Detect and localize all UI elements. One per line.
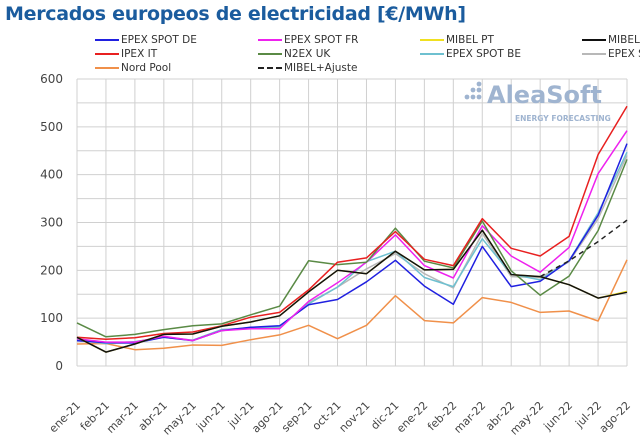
series-line-epex-spot-nl [76,155,628,345]
watermark-dot [476,87,482,93]
legend-swatch [95,53,119,55]
x-tick-label: ago-21 [249,399,286,436]
legend-swatch [258,53,282,55]
legend-swatch [582,39,606,41]
y-tick-label: 200 [40,263,63,277]
x-tick-label: jun-21 [193,399,228,434]
legend-item: EPEX SPOT FR [258,34,358,46]
legend-label: MIBEL PT [446,34,494,46]
watermark-dot [470,87,476,93]
x-tick-label: jun-22 [541,399,576,434]
legend-swatch [258,67,282,69]
legend-item: EPEX SPOT BE [420,48,521,60]
y-tick-label: 400 [40,168,63,182]
y-tick-label: 0 [55,359,63,373]
watermark-dot [470,94,476,100]
legend-item: Nord Pool [95,62,171,74]
x-tick-label: ene-22 [394,399,430,435]
legend-swatch [258,39,282,41]
legend-label: EPEX SPOT NL [608,48,640,60]
y-tick-label: 500 [40,120,63,134]
legend-item: MIBEL+Ajuste [258,62,357,74]
series-line-n2ex-uk [76,159,628,338]
legend-item: MIBEL PT [420,34,494,46]
x-tick-label: nov-21 [337,399,373,435]
legend-swatch [582,53,606,55]
legend-label: Nord Pool [121,62,172,74]
legend-label: EPEX SPOT DE [121,34,197,46]
watermark-subtitle: ENERGY FORECASTING [515,114,611,123]
watermark-dot [476,81,482,87]
watermark-dot [476,94,482,100]
series-line-epex-spot-fr [76,130,628,343]
y-tick-label: 300 [40,216,63,230]
series-line-epex-spot-de [76,143,628,344]
legend-label: N2EX UK [284,48,331,60]
series-line-mibel-ajuste [539,219,628,278]
series-line-nord-pool [76,259,628,351]
x-tick-label: mar-22 [451,399,488,436]
series-line-mibel-es [76,229,628,353]
series-line-ipex-it [76,105,628,340]
watermark-logo: AleaSoft [487,81,602,109]
series-line-epex-spot-be [76,151,628,345]
legend-label: EPEX SPOT FR [284,34,359,46]
legend-swatch [95,39,119,41]
legend-label: MIBEL+Ajuste [284,62,358,74]
watermark-dot [464,94,470,100]
legend-swatch [420,39,444,41]
legend-swatch [420,53,444,55]
legend-label: MIBEL ES [608,34,640,46]
x-tick-label: sep-21 [279,399,315,435]
x-tick-label: ene-21 [47,399,83,435]
y-tick-label: 100 [40,311,63,325]
legend-label: EPEX SPOT BE [446,48,521,60]
y-tick-label: 600 [40,72,63,86]
chart-title: Mercados europeos de electricidad [€/MWh… [5,3,466,25]
legend-item: IPEX IT [95,48,157,60]
x-tick-label: ago-22 [597,399,634,436]
legend-item: EPEX SPOT DE [95,34,197,46]
legend-item: MIBEL ES [582,34,640,46]
legend-swatch [95,67,119,69]
legend-label: IPEX IT [121,48,158,60]
legend-item: EPEX SPOT NL [582,48,640,60]
x-tick-label: mar-21 [104,399,141,436]
legend-item: N2EX UK [258,48,330,60]
